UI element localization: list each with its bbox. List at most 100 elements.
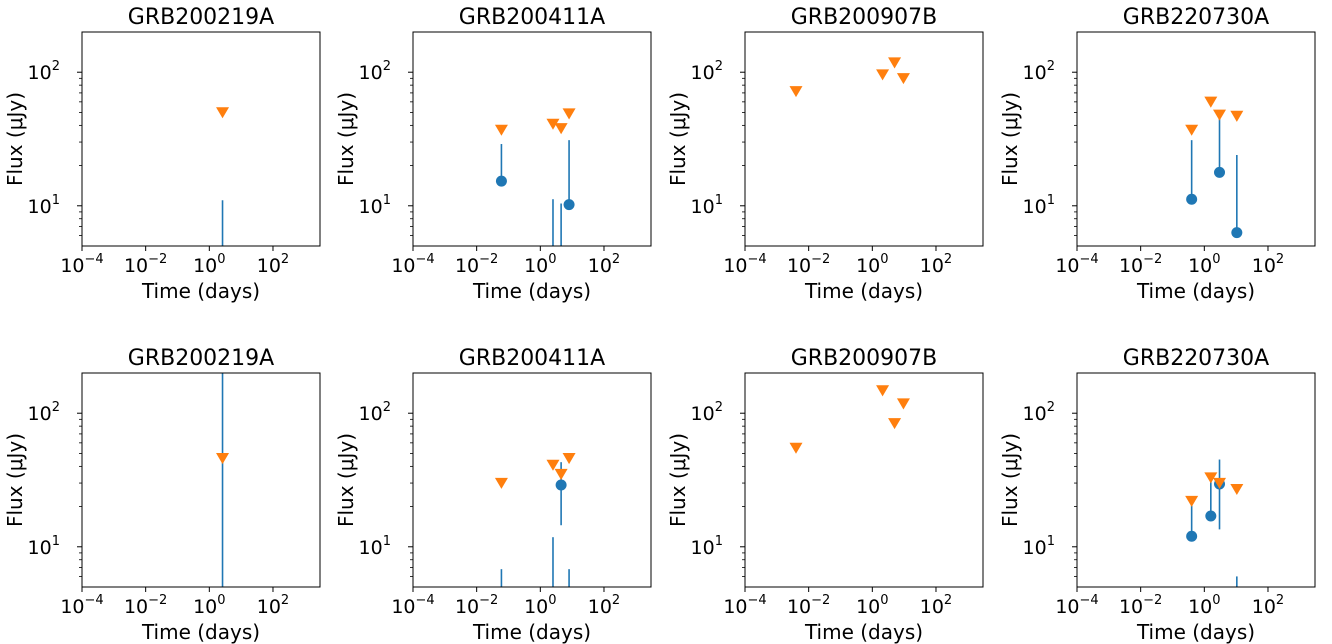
x-tick-label: 10−4	[723, 252, 766, 277]
axes-frame	[744, 372, 984, 588]
axes-frame	[412, 372, 652, 588]
upper-limit-marker	[1185, 124, 1199, 136]
upper-limit-marker	[789, 86, 803, 98]
plot-area	[789, 385, 910, 454]
axes-frame	[81, 31, 321, 247]
y-tick-label: 102	[691, 400, 723, 425]
detection-point	[1186, 530, 1198, 542]
x-axis-label: Time (days)	[141, 279, 260, 303]
upper-limit-marker	[888, 57, 902, 69]
upper-limit-marker	[562, 453, 576, 465]
panel-title: GRB200219A	[128, 5, 274, 30]
panel-title: GRB220730A	[1123, 5, 1269, 30]
detection-point	[1214, 166, 1226, 178]
upper-limit-marker	[1213, 477, 1227, 489]
panel-title: GRB200411A	[459, 346, 605, 371]
axes-frame	[1076, 31, 1316, 247]
upper-limit-marker	[216, 453, 230, 465]
panel-title: GRB200907B	[791, 346, 938, 371]
x-tick-label: 10−4	[60, 252, 103, 277]
detection-point	[555, 479, 567, 491]
x-tick-label: 10−4	[391, 593, 434, 618]
x-tick-label: 10−2	[455, 252, 498, 277]
x-tick-label: 10−2	[124, 252, 167, 277]
x-tick-label: 102	[920, 252, 952, 277]
y-tick-label: 101	[359, 193, 391, 218]
x-tick-label: 10−4	[723, 593, 766, 618]
y-tick-label: 102	[691, 59, 723, 84]
x-axis-label: Time (days)	[804, 279, 923, 303]
y-tick-label: 102	[1023, 400, 1055, 425]
panel-title: GRB200907B	[791, 5, 938, 30]
y-axis-label: Flux (μJy)	[666, 433, 690, 527]
y-axis-label: Flux (μJy)	[3, 92, 27, 186]
x-tick-label: 102	[257, 593, 289, 618]
x-axis-label: Time (days)	[804, 620, 923, 644]
x-tick-label: 102	[1252, 593, 1284, 618]
y-axis-label: Flux (μJy)	[334, 433, 358, 527]
x-tick-label: 10−2	[455, 593, 498, 618]
x-tick-label: 100	[1188, 252, 1220, 277]
detection-point	[1205, 510, 1217, 522]
panel-title: GRB200219A	[128, 346, 274, 371]
y-tick-label: 101	[28, 534, 60, 559]
y-tick-label: 102	[359, 59, 391, 84]
upper-limit-marker	[554, 468, 568, 480]
x-tick-label: 100	[524, 252, 556, 277]
upper-limit-marker	[1204, 96, 1218, 108]
axes-frame	[412, 31, 652, 247]
y-tick-label: 102	[28, 400, 60, 425]
y-axis-label: Flux (μJy)	[998, 92, 1022, 186]
plot-area	[216, 373, 230, 587]
x-tick-label: 100	[193, 593, 225, 618]
detection-point	[495, 175, 507, 187]
upper-limit-marker	[1213, 109, 1227, 121]
upper-limit-marker	[554, 123, 568, 135]
upper-limit-marker	[876, 385, 890, 397]
x-axis-label: Time (days)	[1136, 279, 1255, 303]
upper-limit-marker	[562, 108, 576, 120]
y-tick-label: 101	[1023, 193, 1055, 218]
x-tick-label: 10−2	[787, 593, 830, 618]
y-tick-label: 102	[359, 400, 391, 425]
y-axis-label: Flux (μJy)	[666, 92, 690, 186]
y-axis-label: Flux (μJy)	[998, 433, 1022, 527]
x-tick-label: 100	[856, 593, 888, 618]
upper-limit-marker	[494, 124, 508, 136]
upper-limit-marker	[876, 69, 890, 81]
y-tick-label: 101	[359, 534, 391, 559]
y-axis-label: Flux (μJy)	[3, 433, 27, 527]
plot-area	[1185, 459, 1244, 587]
plot-area	[1185, 96, 1244, 239]
upper-limit-marker	[1230, 483, 1244, 496]
upper-limit-marker	[494, 477, 508, 489]
x-tick-label: 10−4	[1055, 252, 1098, 277]
x-axis-label: Time (days)	[472, 620, 591, 644]
x-tick-label: 100	[856, 252, 888, 277]
x-tick-label: 10−2	[1119, 593, 1162, 618]
y-tick-label: 101	[28, 193, 60, 218]
upper-limit-marker	[888, 418, 902, 430]
upper-limit-marker	[896, 73, 910, 85]
y-tick-label: 101	[691, 193, 723, 218]
x-tick-label: 10−4	[1055, 593, 1098, 618]
panel-title: GRB220730A	[1123, 346, 1269, 371]
y-tick-label: 101	[691, 534, 723, 559]
axes-frame	[81, 372, 321, 588]
upper-limit-marker	[896, 398, 910, 410]
x-axis-label: Time (days)	[1136, 620, 1255, 644]
detection-point	[1231, 227, 1243, 239]
y-tick-label: 101	[1023, 534, 1055, 559]
x-axis-label: Time (days)	[141, 620, 260, 644]
x-tick-label: 102	[257, 252, 289, 277]
plot-area	[494, 108, 576, 246]
axes-frame	[1076, 372, 1316, 588]
